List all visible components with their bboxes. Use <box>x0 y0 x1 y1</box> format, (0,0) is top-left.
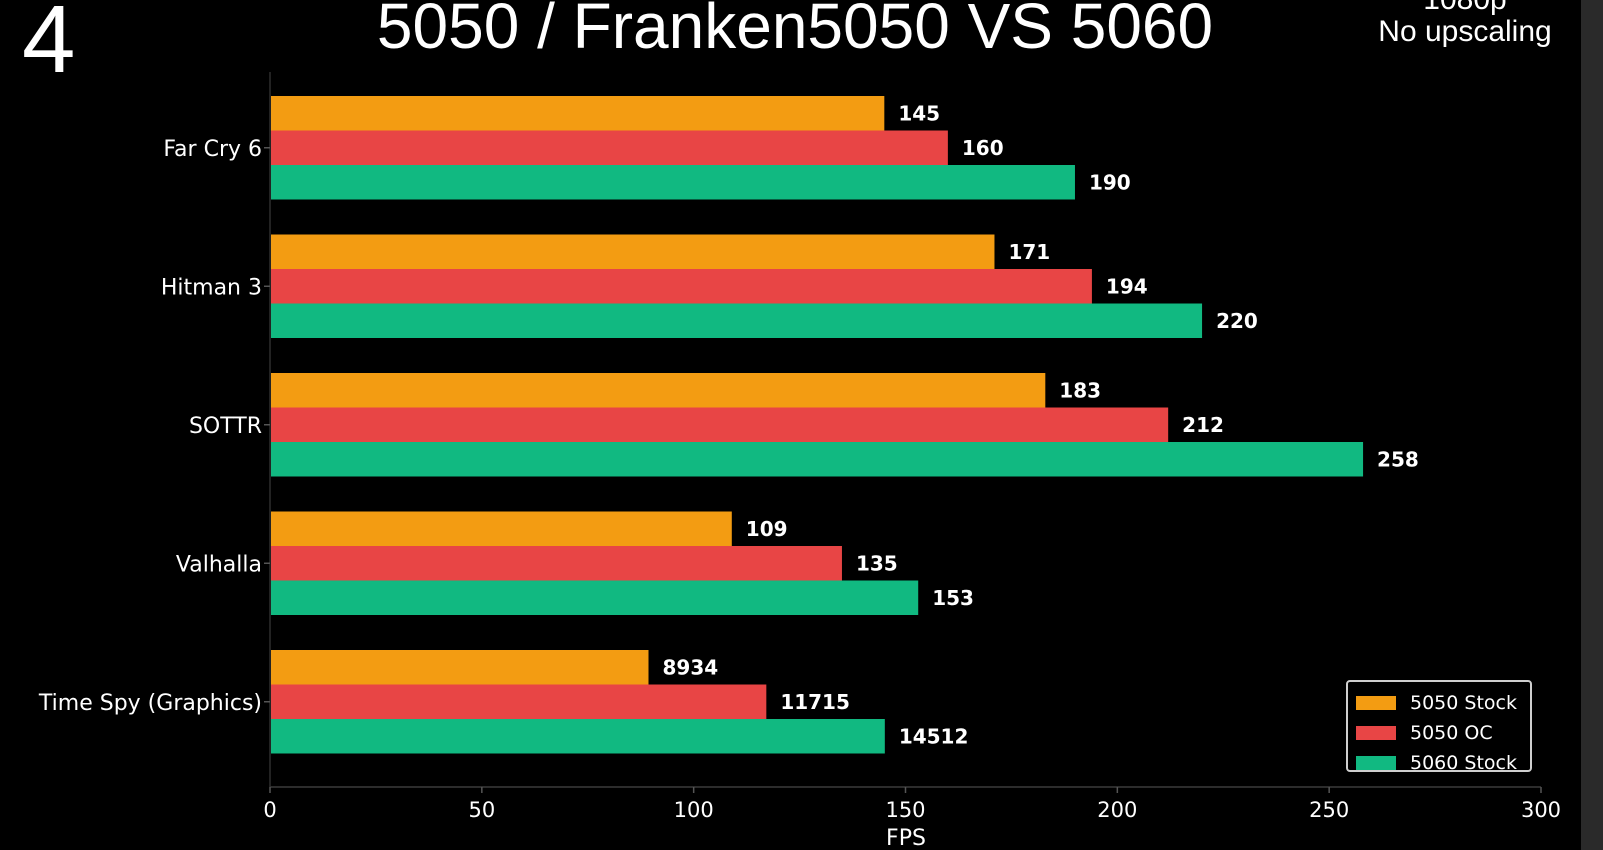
bar <box>271 719 885 754</box>
bar <box>271 546 842 581</box>
legend: 5050 Stock 5050 OC 5060 Stock <box>1346 680 1532 774</box>
x-axis-title: FPS <box>886 826 926 850</box>
category-label: Hitman 3 <box>161 275 262 300</box>
bar <box>271 684 767 719</box>
data-label: 212 <box>1182 413 1224 437</box>
category-label: SOTTR <box>189 414 262 439</box>
data-label: 258 <box>1377 447 1419 471</box>
legend-item: 5060 Stock <box>1356 748 1522 778</box>
x-tick-label: 0 <box>263 798 276 822</box>
bar <box>271 96 885 131</box>
data-label: 135 <box>856 551 898 575</box>
x-axis: 0 50 100 150 200 250 300 <box>263 786 1561 822</box>
bar <box>271 303 1203 338</box>
data-label: 220 <box>1216 309 1258 333</box>
data-label: 8934 <box>663 655 719 679</box>
legend-label: 5050 Stock <box>1410 692 1517 714</box>
data-label: 153 <box>932 586 974 610</box>
bar <box>271 130 948 165</box>
legend-swatch <box>1356 726 1396 740</box>
data-label: 145 <box>898 101 940 125</box>
value-labels: 145 160 190 171 194 220 183 212 258 109 135 153 8934… <box>663 101 1419 748</box>
bar <box>271 269 1092 304</box>
legend-item: 5050 OC <box>1356 718 1522 748</box>
legend-item: 5050 Stock <box>1356 688 1522 718</box>
right-edge-strip <box>1581 0 1603 850</box>
data-label: 14512 <box>899 724 969 748</box>
x-tick-label: 300 <box>1521 798 1561 822</box>
x-tick-label: 250 <box>1309 798 1349 822</box>
category-label: Time Spy (Graphics) <box>38 691 262 716</box>
bar <box>271 650 649 685</box>
legend-swatch <box>1356 756 1396 770</box>
bar <box>271 442 1364 477</box>
bar <box>271 234 995 269</box>
bars <box>271 96 1364 754</box>
bar <box>271 165 1075 200</box>
bar <box>271 407 1169 442</box>
resolution-label: 1080p <box>1360 0 1570 16</box>
data-label: 190 <box>1089 170 1131 194</box>
data-label: 194 <box>1106 274 1148 298</box>
legend-swatch <box>1356 696 1396 710</box>
slide-number: 4 <box>22 0 76 93</box>
legend-label: 5060 Stock <box>1410 752 1517 774</box>
x-tick-label: 200 <box>1097 798 1137 822</box>
settings-note: 1080p No upscaling <box>1360 0 1570 48</box>
category-label: Far Cry 6 <box>163 137 262 162</box>
data-label: 183 <box>1059 378 1101 402</box>
data-label: 160 <box>962 136 1004 160</box>
data-label: 171 <box>1008 240 1050 264</box>
upscaling-label: No upscaling <box>1378 15 1552 48</box>
x-tick-label: 100 <box>674 798 714 822</box>
bar <box>271 580 919 615</box>
bar <box>271 511 732 546</box>
x-tick-label: 50 <box>468 798 495 822</box>
x-tick-label: 150 <box>885 798 925 822</box>
chart-title: 5050 / Franken5050 VS 5060 <box>376 0 1214 62</box>
category-label: Valhalla <box>176 552 262 577</box>
bar <box>271 373 1046 408</box>
y-axis: Far Cry 6 Hitman 3 SOTTR Valhalla Time Spy (… <box>38 72 271 787</box>
data-label: 11715 <box>780 690 850 714</box>
legend-label: 5050 OC <box>1410 722 1493 744</box>
data-label: 109 <box>746 517 788 541</box>
